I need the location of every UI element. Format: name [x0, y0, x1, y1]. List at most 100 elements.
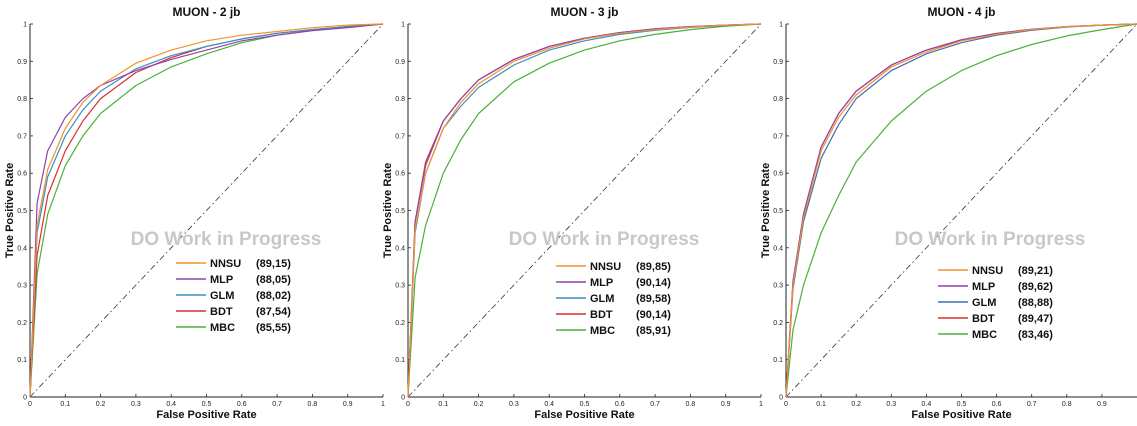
legend: NNSU (89,15) MLP (88,05) GLM (88,02) BDT (87,54… — [176, 258, 291, 334]
x-tick-label: 0.5 — [957, 401, 967, 408]
y-tick-label: 0.8 — [395, 96, 405, 103]
legend-label-glm: GLM — [972, 297, 996, 309]
legend: NNSU (89,21) MLP (89,62) GLM (88,88) BDT (89,47… — [938, 265, 1053, 341]
x-tick-label: 0 — [784, 401, 788, 408]
x-tick-label: 0.3 — [509, 401, 519, 408]
x-tick-label: 0.1 — [438, 401, 448, 408]
legend-label-nnsu: NNSU — [590, 261, 621, 273]
x-tick-label: 0.4 — [166, 401, 176, 408]
x-tick-label: 0.7 — [650, 401, 660, 408]
y-tick-label: 1 — [779, 22, 783, 29]
diagonal-reference-line — [407, 23, 762, 398]
x-axis-label: False Positive Rate — [534, 409, 634, 421]
y-tick-label: 0 — [23, 395, 27, 402]
series-line-mbc — [407, 23, 762, 398]
x-tick-label: 0.9 — [343, 401, 353, 408]
legend-label-mbc: MBC — [972, 329, 997, 341]
y-tick-label: 0.6 — [773, 171, 783, 178]
y-tick-label: 0.5 — [395, 208, 405, 215]
x-tick-label: 0.2 — [474, 401, 484, 408]
y-tick-label: 0.3 — [395, 283, 405, 290]
y-tick-label: 0.2 — [395, 320, 405, 327]
y-tick-label: 0.6 — [395, 171, 405, 178]
legend-label-nnsu: NNSU — [972, 265, 1003, 277]
x-tick-label: 0.2 — [96, 401, 106, 408]
y-tick-label: 1 — [401, 22, 405, 29]
legend-score-nnsu: (89,85) — [636, 261, 671, 273]
x-tick-label: 0.9 — [721, 401, 731, 408]
y-tick-label: 0.5 — [17, 208, 27, 215]
y-tick-label: 1 — [23, 22, 27, 29]
y-tick-label: 0.4 — [773, 245, 783, 252]
y-axis-label: True Positive Rate — [382, 163, 394, 258]
diagonal-reference-line — [29, 23, 384, 398]
y-tick-label: 0.9 — [395, 59, 405, 66]
chart-title: MUON - 4 jb — [928, 5, 996, 19]
legend-score-bdt: (87,54) — [256, 306, 291, 318]
roc-panel-2: MUON - 3 jb 0 0.1 0.2 0.3 0.4 0.5 0.6 0.7 0.8 0.9 1… — [382, 5, 763, 421]
x-tick-label: 0.8 — [1062, 401, 1072, 408]
y-tick-label: 0.8 — [773, 96, 783, 103]
legend-score-nnsu: (89,15) — [256, 258, 291, 270]
chart-title: MUON - 3 jb — [551, 5, 619, 19]
x-tick-label: 0.1 — [816, 401, 826, 408]
x-tick-label: 0.4 — [922, 401, 932, 408]
legend-label-mlp: MLP — [590, 277, 613, 289]
y-tick-label: 0.1 — [17, 357, 27, 364]
legend-label-mlp: MLP — [210, 274, 233, 286]
legend-label-nnsu: NNSU — [210, 258, 241, 270]
x-tick-label: 1 — [759, 401, 763, 408]
x-tick-label: 0.7 — [1027, 401, 1037, 408]
y-tick-label: 0.8 — [17, 96, 27, 103]
x-tick-label: 0.9 — [1097, 401, 1107, 408]
y-tick-label: 0.7 — [773, 133, 783, 140]
watermark: DO Work in Progress — [131, 229, 322, 250]
x-tick-label: 0.3 — [886, 401, 896, 408]
x-tick-label: 0.5 — [580, 401, 590, 408]
y-tick-label: 0.4 — [17, 245, 27, 252]
y-tick-label: 0 — [401, 395, 405, 402]
x-axis-label: False Positive Rate — [156, 409, 256, 421]
x-tick-label: 0.6 — [237, 401, 247, 408]
watermark: DO Work in Progress — [509, 229, 700, 250]
y-tick-label: 0.2 — [773, 320, 783, 327]
y-tick-label: 0.1 — [395, 357, 405, 364]
x-tick-label: 0 — [28, 401, 32, 408]
y-tick-label: 0.7 — [17, 133, 27, 140]
y-tick-label: 0.5 — [773, 208, 783, 215]
legend-score-mbc: (83,46) — [1018, 329, 1053, 341]
x-tick-label: 0 — [406, 401, 410, 408]
legend-label-mlp: MLP — [972, 281, 995, 293]
roc-panel-1: MUON - 2 jb 0 0.1 0.2 0.3 0.4 0.5 0.6 0.7 0.8 0.9 1… — [4, 5, 385, 421]
x-tick-label: 0.6 — [992, 401, 1002, 408]
x-tick-label: 0.5 — [202, 401, 212, 408]
legend-label-glm: GLM — [210, 290, 234, 302]
y-tick-label: 0 — [779, 395, 783, 402]
legend-score-glm: (88,88) — [1018, 297, 1053, 309]
legend-score-bdt: (89,47) — [1018, 313, 1053, 325]
y-tick-label: 0.9 — [17, 59, 27, 66]
x-tick-label: 0.6 — [615, 401, 625, 408]
series-line-nnsu — [785, 23, 1137, 398]
legend-label-bdt: BDT — [972, 313, 995, 325]
y-axis-label: True Positive Rate — [4, 163, 16, 258]
watermark: DO Work in Progress — [895, 229, 1086, 250]
x-tick-label: 0.7 — [272, 401, 282, 408]
legend: NNSU (89,85) MLP (90,14) GLM (89,58) BDT (90,14… — [556, 261, 671, 337]
y-tick-label: 0.3 — [17, 283, 27, 290]
y-tick-label: 0.2 — [17, 320, 27, 327]
y-tick-label: 0.6 — [17, 171, 27, 178]
legend-label-bdt: BDT — [590, 309, 613, 321]
legend-score-mlp: (89,62) — [1018, 281, 1053, 293]
x-tick-label: 0.4 — [544, 401, 554, 408]
x-tick-label: 0.2 — [851, 401, 861, 408]
legend-score-glm: (89,58) — [636, 293, 671, 305]
y-tick-label: 0.4 — [395, 245, 405, 252]
series-line-glm — [29, 23, 384, 398]
legend-label-glm: GLM — [590, 293, 614, 305]
diagonal-reference-line — [785, 23, 1137, 398]
legend-label-mbc: MBC — [210, 322, 235, 334]
series-line-nnsu — [29, 23, 384, 398]
x-tick-label: 0.8 — [686, 401, 696, 408]
